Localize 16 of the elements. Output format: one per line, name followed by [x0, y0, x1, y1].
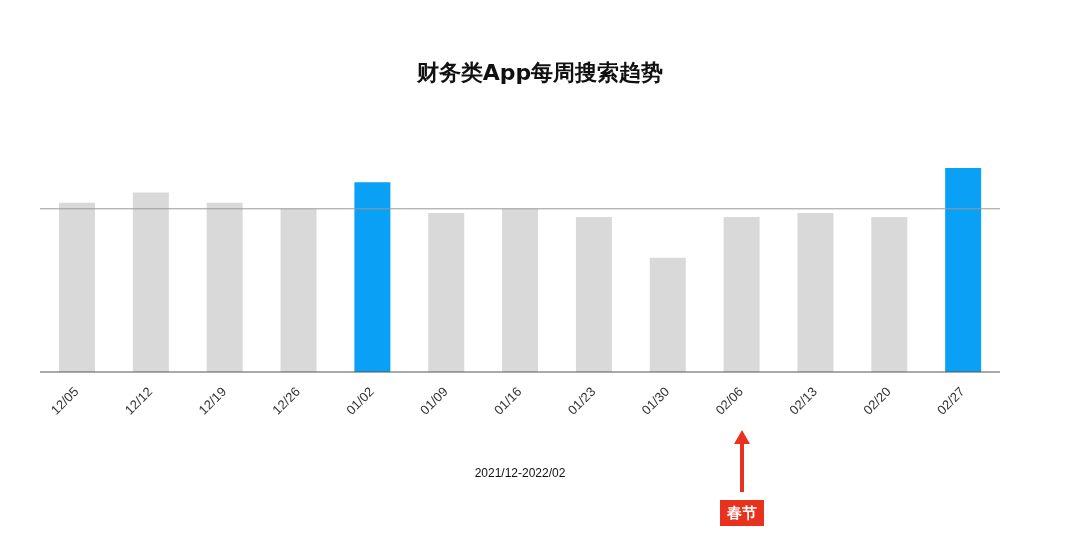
bar	[797, 212, 834, 372]
text: 春节	[719, 500, 764, 526]
bar	[723, 216, 760, 372]
bar	[871, 216, 908, 372]
bar	[59, 202, 95, 372]
bar	[280, 208, 317, 372]
bar	[354, 182, 391, 372]
bar	[649, 257, 686, 372]
bar	[206, 202, 243, 372]
bar	[575, 216, 612, 372]
bar	[945, 168, 982, 372]
bar	[132, 192, 169, 372]
bar	[502, 208, 539, 372]
x-axis-title: 2021/12-2022/02	[473, 466, 567, 480]
chart-title: 财务类App每周搜索趋势	[415, 59, 665, 87]
bar	[428, 212, 465, 372]
